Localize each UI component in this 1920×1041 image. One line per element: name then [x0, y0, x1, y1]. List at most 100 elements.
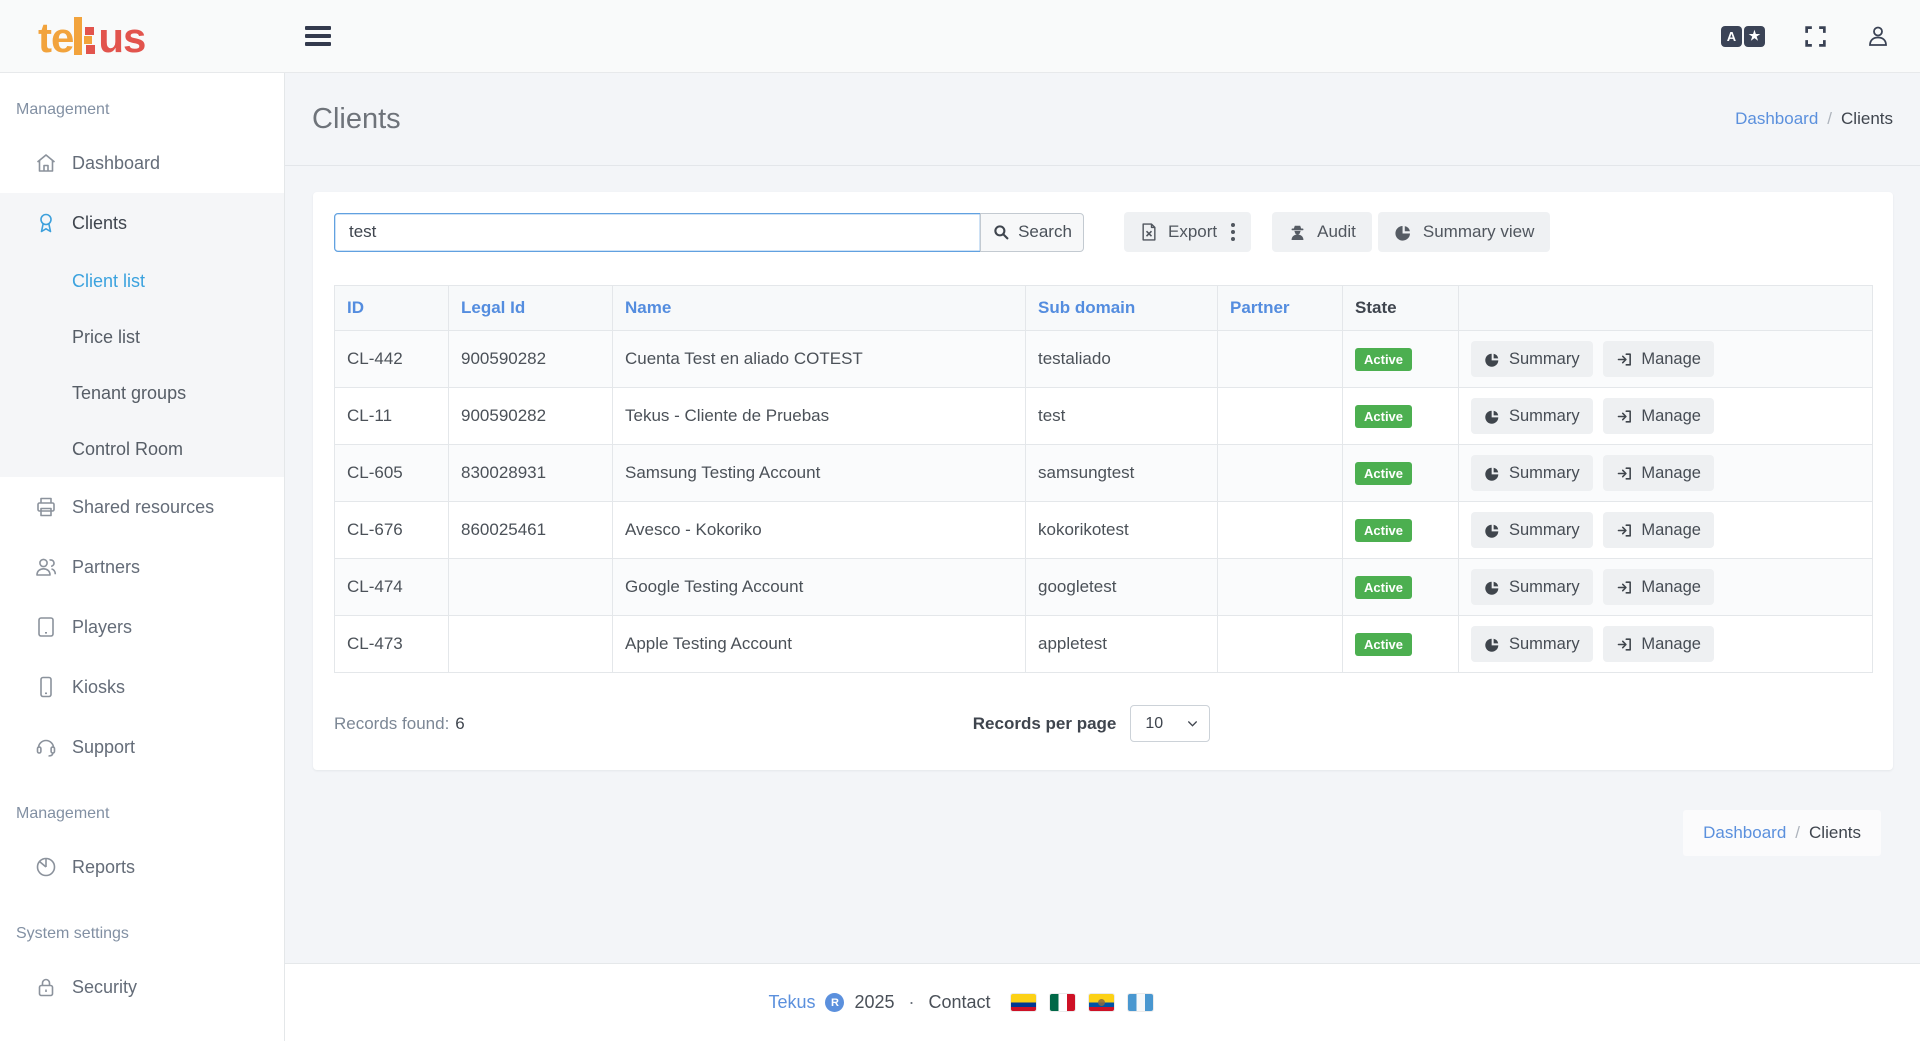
footer-flags	[1010, 994, 1153, 1011]
topbar-brand-area: te us	[0, 14, 285, 62]
summary-button[interactable]: Summary	[1471, 398, 1593, 434]
sidebar-section-system-settings: System settings	[16, 925, 129, 942]
column-header-state: State	[1342, 285, 1459, 331]
guatemala-flag-icon[interactable]	[1127, 994, 1153, 1011]
records-row: Records found: 6 Records per page 10	[334, 705, 1872, 742]
cell-actions: Summary Manage	[1458, 387, 1873, 445]
sidebar-item-clients[interactable]: Clients	[0, 193, 284, 253]
sidebar-item-shared-resources[interactable]: Shared resources	[0, 477, 284, 537]
ecuador-flag-icon[interactable]	[1088, 994, 1114, 1011]
tablet-icon	[34, 615, 64, 639]
cell-state: Active	[1342, 330, 1459, 388]
status-badge: Active	[1355, 575, 1413, 599]
column-header-partner[interactable]: Partner	[1217, 285, 1343, 331]
summary-button[interactable]: Summary	[1471, 341, 1593, 377]
export-button[interactable]: Export	[1124, 212, 1252, 252]
search-button[interactable]: Search	[980, 212, 1084, 252]
records-per-page: Records per page 10	[973, 705, 1211, 742]
column-header-name[interactable]: Name	[612, 285, 1026, 331]
pie-chart-filled-icon	[1394, 223, 1413, 242]
sidebar-item-label: Players	[72, 616, 133, 637]
logo-text-te: te	[38, 14, 74, 62]
cell-id: CL-474	[334, 558, 449, 616]
sidebar-toggle-hamburger-icon[interactable]	[305, 26, 331, 46]
mexico-flag-icon[interactable]	[1049, 994, 1075, 1011]
mobile-icon	[34, 675, 64, 699]
summary-view-button[interactable]: Summary view	[1377, 212, 1551, 252]
column-header-sub-domain[interactable]: Sub domain	[1025, 285, 1218, 331]
cell-sub-domain: testaliado	[1025, 330, 1218, 388]
tekus-logo[interactable]: te us	[38, 14, 146, 62]
pie-chart-filled-icon	[1484, 579, 1501, 596]
table-row: CL-473 Apple Testing Account appletest A…	[334, 615, 1873, 673]
column-header-legal-id[interactable]: Legal Id	[448, 285, 613, 331]
table-row: CL-676 860025461 Avesco - Kokoriko kokor…	[334, 501, 1873, 559]
cell-partner	[1217, 501, 1343, 559]
sidebar-item-players[interactable]: Players	[0, 597, 284, 657]
status-badge: Active	[1355, 347, 1413, 371]
sidebar-item-label: Clients	[72, 212, 128, 233]
cell-actions: Summary Manage	[1458, 615, 1873, 673]
fullscreen-icon[interactable]	[1803, 24, 1828, 49]
footer-tekus-link[interactable]: Tekus	[768, 992, 816, 1012]
footer-separator: ·	[908, 992, 915, 1012]
summary-button[interactable]: Summary	[1471, 512, 1593, 548]
sidebar-item-label: Dashboard	[72, 152, 161, 173]
cell-actions: Summary Manage	[1458, 330, 1873, 388]
summary-button[interactable]: Summary	[1471, 569, 1593, 605]
table-row: CL-605 830028931 Samsung Testing Account…	[334, 444, 1873, 502]
logo-text-us: us	[98, 14, 146, 62]
main-area: Clients Dashboard / Clients	[285, 73, 1920, 1041]
page-title: Clients	[312, 102, 401, 135]
sidebar-item-label: Partners	[72, 556, 141, 577]
sign-in-icon	[1616, 351, 1633, 368]
sidebar-item-dashboard[interactable]: Dashboard	[0, 133, 284, 193]
manage-button[interactable]: Manage	[1603, 398, 1714, 434]
pie-chart-icon	[34, 855, 64, 879]
breadcrumb-dashboard-link[interactable]: Dashboard	[1735, 109, 1819, 128]
cell-partner	[1217, 444, 1343, 502]
sidebar-item-partners[interactable]: Partners	[0, 537, 284, 597]
manage-button[interactable]: Manage	[1603, 512, 1714, 548]
manage-button[interactable]: Manage	[1603, 341, 1714, 377]
sidebar-subitem-tenant-groups[interactable]: Tenant groups	[72, 382, 187, 403]
cell-legal-id: 830028931	[448, 444, 613, 502]
cell-sub-domain: kokorikotest	[1025, 501, 1218, 559]
manage-button[interactable]: Manage	[1603, 455, 1714, 491]
footer-contact-link[interactable]: Contact	[928, 992, 991, 1012]
cell-name: Tekus - Cliente de Pruebas	[612, 387, 1026, 445]
user-account-icon[interactable]	[1866, 24, 1890, 48]
search-input[interactable]	[334, 212, 981, 252]
cell-state: Active	[1342, 615, 1459, 673]
sign-in-icon	[1616, 522, 1633, 539]
sidebar-subitem-client-list[interactable]: Client list	[72, 270, 146, 291]
audit-button[interactable]: Audit	[1272, 212, 1372, 252]
footer: Tekus R 2025 · Contact	[285, 963, 1920, 1041]
cell-state: Active	[1342, 501, 1459, 559]
cell-partner	[1217, 558, 1343, 616]
sidebar-subitem-control-room[interactable]: Control Room	[72, 438, 184, 459]
summary-button[interactable]: Summary	[1471, 455, 1593, 491]
records-per-page-label: Records per page	[972, 713, 1117, 733]
colombia-flag-icon[interactable]	[1010, 994, 1036, 1011]
sidebar-item-label: Security	[72, 976, 138, 997]
sidebar-subitem-price-list[interactable]: Price list	[72, 326, 141, 347]
manage-button[interactable]: Manage	[1603, 569, 1714, 605]
records-per-page-select[interactable]: 10	[1130, 705, 1211, 742]
breadcrumb-dashboard-link[interactable]: Dashboard	[1703, 823, 1787, 842]
sidebar-item-security[interactable]: Security	[0, 957, 284, 1017]
footer-year: 2025	[854, 992, 895, 1012]
cell-state: Active	[1342, 444, 1459, 502]
status-badge: Active	[1355, 461, 1413, 485]
sidebar-item-kiosks[interactable]: Kiosks	[0, 657, 284, 717]
logo-pixel-k-icon	[74, 17, 97, 55]
column-header-id[interactable]: ID	[334, 285, 449, 331]
sidebar-item-support[interactable]: Support	[0, 717, 284, 777]
sidebar-item-reports[interactable]: Reports	[0, 837, 284, 897]
summary-button[interactable]: Summary	[1471, 626, 1593, 662]
manage-button[interactable]: Manage	[1603, 626, 1714, 662]
cell-actions: Summary Manage	[1458, 444, 1873, 502]
language-switch-icon[interactable]: A ★	[1721, 25, 1765, 47]
breadcrumb: Dashboard / Clients	[1735, 109, 1893, 129]
